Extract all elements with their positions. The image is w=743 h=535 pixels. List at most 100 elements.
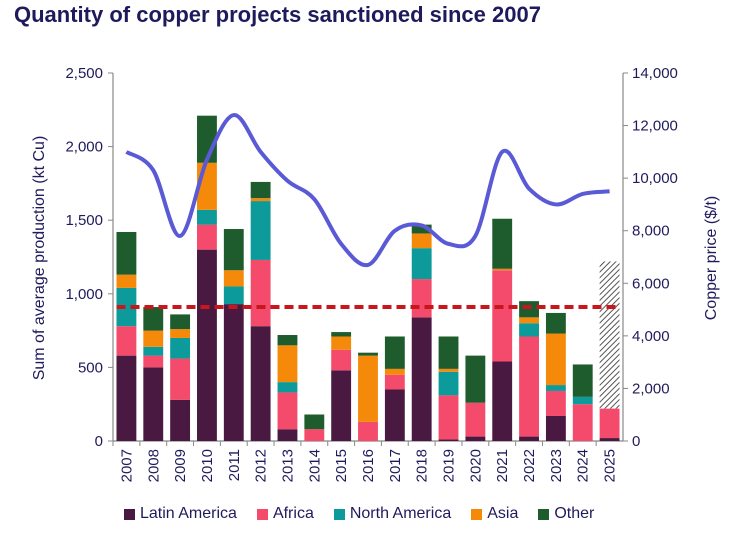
bar-north-america-2019	[438, 371, 459, 396]
bar-latin-america-2022	[519, 436, 539, 441]
y-tick-label: 500	[78, 359, 103, 376]
bar-north-america-2011	[223, 286, 244, 305]
bar-africa-2019	[438, 395, 459, 440]
bar-latin-america-2011	[223, 304, 244, 441]
bar-africa-2010	[197, 224, 217, 250]
x-tick-label: 2009	[172, 449, 189, 482]
y2-tick-label: 10,000	[632, 170, 678, 187]
y-tick-label: 2,000	[65, 139, 103, 156]
x-tick-label: 2019	[441, 449, 458, 482]
bar-latin-america-2023	[545, 415, 566, 441]
chart-title: Quantity of copper projects sanctioned s…	[14, 2, 541, 27]
bar-other-2016	[358, 352, 378, 356]
bar-other-2012	[250, 181, 271, 199]
bar-north-america-2018	[411, 248, 432, 280]
x-tick-label: 2021	[494, 449, 511, 482]
legend-swatch	[538, 508, 550, 520]
legend-item-latin-america: Latin America	[124, 505, 237, 523]
x-tick-label: 2017	[387, 449, 404, 482]
bar-other-2018	[411, 224, 432, 234]
legend-item-asia: Asia	[471, 505, 518, 523]
legend-label: Asia	[487, 505, 519, 522]
bar-asia-2017	[384, 368, 405, 375]
bar-other-2011	[223, 229, 244, 271]
y2-tick-label: 6,000	[632, 275, 670, 292]
bar-asia-2008	[143, 330, 164, 347]
bar-planned-2025	[599, 261, 620, 409]
bar-asia-2015	[331, 336, 352, 350]
legend-swatch	[256, 508, 268, 520]
bar-other-2009	[170, 314, 191, 330]
x-tick-label: 2008	[145, 449, 162, 482]
bar-north-america-2013	[277, 382, 298, 393]
bar-africa-2024	[572, 404, 593, 441]
y-tick-label: 2,500	[65, 65, 103, 82]
bar-other-2022	[519, 301, 539, 318]
bar-asia-2016	[358, 355, 378, 422]
y-tick-label: 1,000	[65, 286, 103, 303]
x-tick-label: 2016	[360, 449, 377, 482]
y-axis-label: Sum of average production (kt Cu)	[31, 136, 48, 381]
y-tick-label: 1,500	[65, 212, 103, 229]
y2-axis-label: Copper price ($/t)	[703, 196, 720, 321]
bar-north-america-2022	[519, 323, 539, 337]
x-tick-label: 2020	[467, 449, 484, 482]
y2-tick-label: 14,000	[632, 65, 678, 82]
bar-latin-america-2007	[116, 355, 137, 441]
bar-north-america-2008	[143, 346, 164, 356]
y-tick-label: 0	[95, 433, 103, 450]
bar-asia-2007	[116, 274, 137, 288]
bar-africa-2016	[358, 421, 378, 441]
bar-latin-america-2010	[197, 249, 217, 441]
bar-africa-2009	[170, 358, 191, 400]
legend-swatch	[471, 508, 483, 520]
bar-africa-2021	[492, 270, 513, 362]
bar-other-2013	[277, 335, 298, 346]
bar-other-2021	[492, 218, 513, 269]
x-tick-label: 2011	[226, 449, 243, 481]
x-tick-label: 2015	[333, 449, 350, 482]
bar-other-2007	[116, 231, 137, 275]
bar-latin-america-2012	[250, 326, 271, 441]
bar-other-2015	[331, 332, 352, 337]
y2-tick-label: 4,000	[632, 328, 670, 345]
legend-item-africa: Africa	[256, 505, 314, 523]
bar-north-america-2010	[197, 209, 217, 225]
x-tick-label: 2022	[521, 449, 538, 482]
bar-asia-2021	[492, 268, 513, 271]
legend-item-other: Other	[538, 505, 594, 523]
bar-africa-2008	[143, 355, 164, 368]
bar-north-america-2024	[572, 396, 593, 405]
x-tick-label: 2018	[414, 449, 431, 482]
legend: Latin America Africa North America Asia Othe…	[124, 505, 594, 523]
bar-other-2008	[143, 307, 164, 331]
bar-other-2020	[465, 355, 486, 403]
x-tick-label: 2024	[575, 449, 592, 482]
bar-africa-2017	[384, 374, 405, 390]
legend-label: North America	[349, 505, 452, 522]
x-tick-label: 2025	[602, 449, 619, 482]
legend-label: Africa	[272, 505, 314, 522]
bar-north-america-2007	[116, 287, 137, 327]
x-tick-label: 2014	[306, 449, 323, 482]
bar-asia-2023	[545, 333, 566, 386]
legend-label: Other	[554, 505, 595, 522]
bar-latin-america-2025	[599, 438, 620, 441]
legend-item-north-america: North America	[333, 505, 452, 523]
bar-africa-2015	[331, 349, 352, 371]
legend-label: Latin America	[140, 505, 237, 522]
bar-africa-2007	[116, 326, 137, 356]
y2-tick-label: 2,000	[632, 380, 670, 397]
bar-latin-america-2019	[438, 439, 459, 441]
bar-asia-2019	[438, 368, 459, 372]
bar-asia-2009	[170, 329, 191, 338]
bar-latin-america-2009	[170, 399, 191, 441]
bar-latin-america-2015	[331, 370, 352, 441]
bar-africa-2018	[411, 279, 432, 318]
bar-africa-2012	[250, 259, 271, 327]
x-tick-label: 2013	[279, 449, 296, 482]
chart-area: 0 500 1,000 1,500 2,000 2,500 0 2,000 4,000 6,000…	[31, 65, 720, 482]
bar-north-america-2023	[545, 385, 566, 391]
bar-latin-america-2021	[492, 361, 513, 441]
bar-africa-2025	[599, 408, 620, 439]
